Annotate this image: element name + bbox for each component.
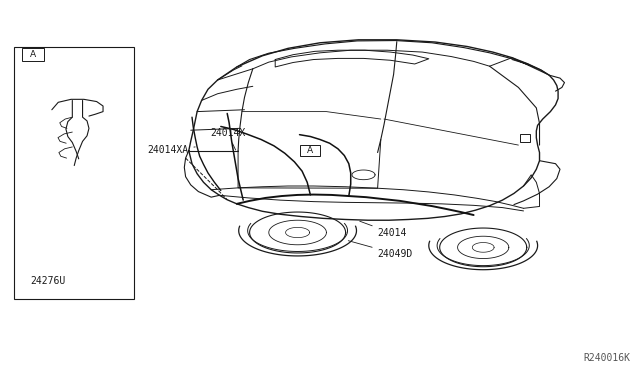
Text: 24014X: 24014X xyxy=(210,128,245,150)
Text: 24014: 24014 xyxy=(360,221,407,238)
Text: A: A xyxy=(30,50,36,60)
Bar xyxy=(22,48,44,61)
Text: 24049D: 24049D xyxy=(348,241,413,259)
Bar xyxy=(520,134,530,142)
Text: R240016K: R240016K xyxy=(584,353,630,363)
Bar xyxy=(300,145,320,156)
Bar xyxy=(14,46,134,299)
Text: 24014XA: 24014XA xyxy=(147,144,195,154)
Text: 24276U: 24276U xyxy=(30,276,66,286)
Text: A: A xyxy=(307,146,313,155)
